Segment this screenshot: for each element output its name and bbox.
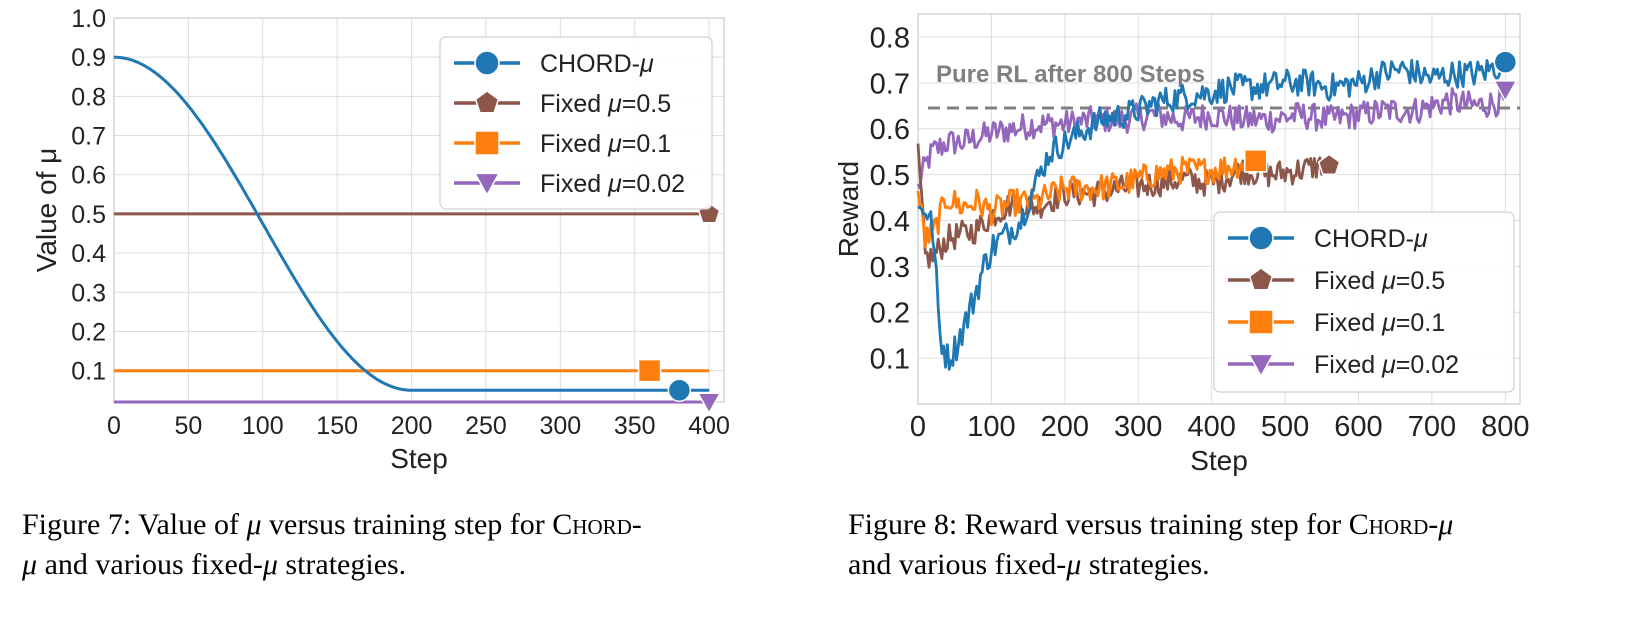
legend-marker — [474, 50, 500, 76]
y-tick-label: 0.7 — [71, 123, 106, 151]
x-tick-label: 150 — [316, 412, 358, 440]
legend-marker — [1248, 267, 1274, 291]
y-tick-label: 0.1 — [71, 358, 106, 386]
x-tick-label: 350 — [614, 412, 656, 440]
legend-label: Fixed μ=0.1 — [540, 130, 671, 158]
plot-frame — [917, 13, 1521, 405]
series-end-marker — [1493, 80, 1518, 103]
legend-marker — [1248, 225, 1274, 251]
caption-figure-8: Figure 8: Reward versus training step fo… — [848, 508, 1454, 581]
y-axis-label: Reward — [833, 161, 864, 257]
caption-figure-7: Figure 7: Value of μ versus training ste… — [22, 508, 642, 581]
x-tick-label: 100 — [242, 412, 284, 440]
legend-label: Fixed μ=0.02 — [540, 170, 685, 198]
legend-box — [439, 36, 713, 210]
y-tick-label: 0.5 — [71, 201, 106, 229]
y-tick-label: 0.4 — [71, 240, 106, 268]
series-line — [916, 143, 1324, 269]
legend: CHORD-μ Fixed μ=0.5 Fixed μ=0.1 Fixed μ=0.0… — [439, 36, 713, 210]
legend-marker — [473, 172, 501, 197]
legend-box — [1213, 211, 1515, 393]
x-tick-label: 100 — [967, 411, 1015, 443]
legend-label: CHORD-μ — [1314, 225, 1428, 253]
legend-label: Fixed μ=0.5 — [1314, 267, 1445, 295]
series-line — [916, 155, 1254, 248]
figure-canvas: 0 50 100 150 200 250 300 350 4000.10.20.30.40.50… — [31, 5, 1530, 476]
x-tick-label: 200 — [391, 412, 433, 440]
x-tick-label: 800 — [1481, 411, 1529, 443]
x-tick-label: 400 — [688, 412, 730, 440]
x-tick-label: 500 — [1261, 411, 1309, 443]
series-end-marker — [1317, 153, 1341, 176]
y-tick-label: 0.2 — [71, 318, 106, 346]
x-tick-label: 400 — [1187, 411, 1235, 443]
y-tick-label: 0.7 — [870, 68, 910, 100]
y-axis-label: Value of μ — [31, 148, 62, 273]
x-tick-label: 0 — [910, 411, 926, 443]
x-tick-label: 700 — [1408, 411, 1456, 443]
series-end-marker — [1493, 50, 1518, 74]
x-tick-label: 300 — [1114, 411, 1162, 443]
x-axis-label: Step — [1190, 445, 1248, 476]
annotation-label: Pure RL after 800 Steps — [936, 61, 1205, 88]
caption-label: Figure 8: — [848, 508, 958, 541]
x-tick-label: 300 — [539, 412, 581, 440]
legend-marker — [474, 90, 500, 114]
chart-reward: 0 100 200 300 400 500 600 700 800 0.1 0.2 0.3 0.4 0.5… — [833, 13, 1530, 476]
y-tick-label: 0.9 — [71, 44, 106, 72]
chart-mu-value: 0 50 100 150 200 250 300 350 400 0.1 0.2 0.3 0.4 0.5 0… — [31, 5, 730, 474]
y-tick-label: 0.6 — [870, 114, 910, 146]
y-tick-label: 0.6 — [71, 162, 106, 190]
x-tick-label: 250 — [465, 412, 507, 440]
series-end-marker — [667, 378, 692, 402]
x-tick-label: 0 — [107, 412, 121, 440]
y-tick-label: 0.4 — [870, 206, 910, 238]
y-tick-label: 0.8 — [71, 83, 106, 111]
y-tick-label: 1.0 — [71, 5, 106, 33]
legend-label: Fixed μ=0.5 — [540, 90, 671, 118]
x-tick-label: 50 — [174, 412, 202, 440]
legend-marker — [1247, 353, 1275, 378]
series-line — [916, 87, 1507, 190]
x-tick-label: 600 — [1334, 411, 1382, 443]
series-end-marker — [637, 358, 662, 383]
y-tick-label: 0.2 — [870, 298, 910, 330]
caption-label: Figure 7: — [22, 508, 132, 541]
legend-marker — [1248, 309, 1274, 335]
x-tick-label: 200 — [1041, 411, 1089, 443]
legend-marker — [474, 130, 500, 156]
legend-label: Fixed μ=0.02 — [1314, 351, 1459, 379]
series-line — [113, 55, 710, 392]
y-tick-label: 0.1 — [870, 344, 910, 376]
series-line — [917, 54, 1507, 371]
legend-label: CHORD-μ — [540, 50, 654, 78]
legend-label: Fixed μ=0.1 — [1314, 309, 1445, 337]
y-tick-label: 0.5 — [870, 160, 910, 192]
y-tick-label: 0.3 — [71, 279, 106, 307]
y-tick-label: 0.8 — [870, 22, 910, 54]
series-end-marker — [1243, 149, 1268, 173]
y-tick-label: 0.3 — [870, 252, 910, 284]
x-axis-label: Step — [390, 443, 448, 474]
series-end-marker — [696, 392, 722, 415]
legend: CHORD-μ Fixed μ=0.5 Fixed μ=0.1 Fixed μ=0.0… — [1213, 211, 1515, 393]
